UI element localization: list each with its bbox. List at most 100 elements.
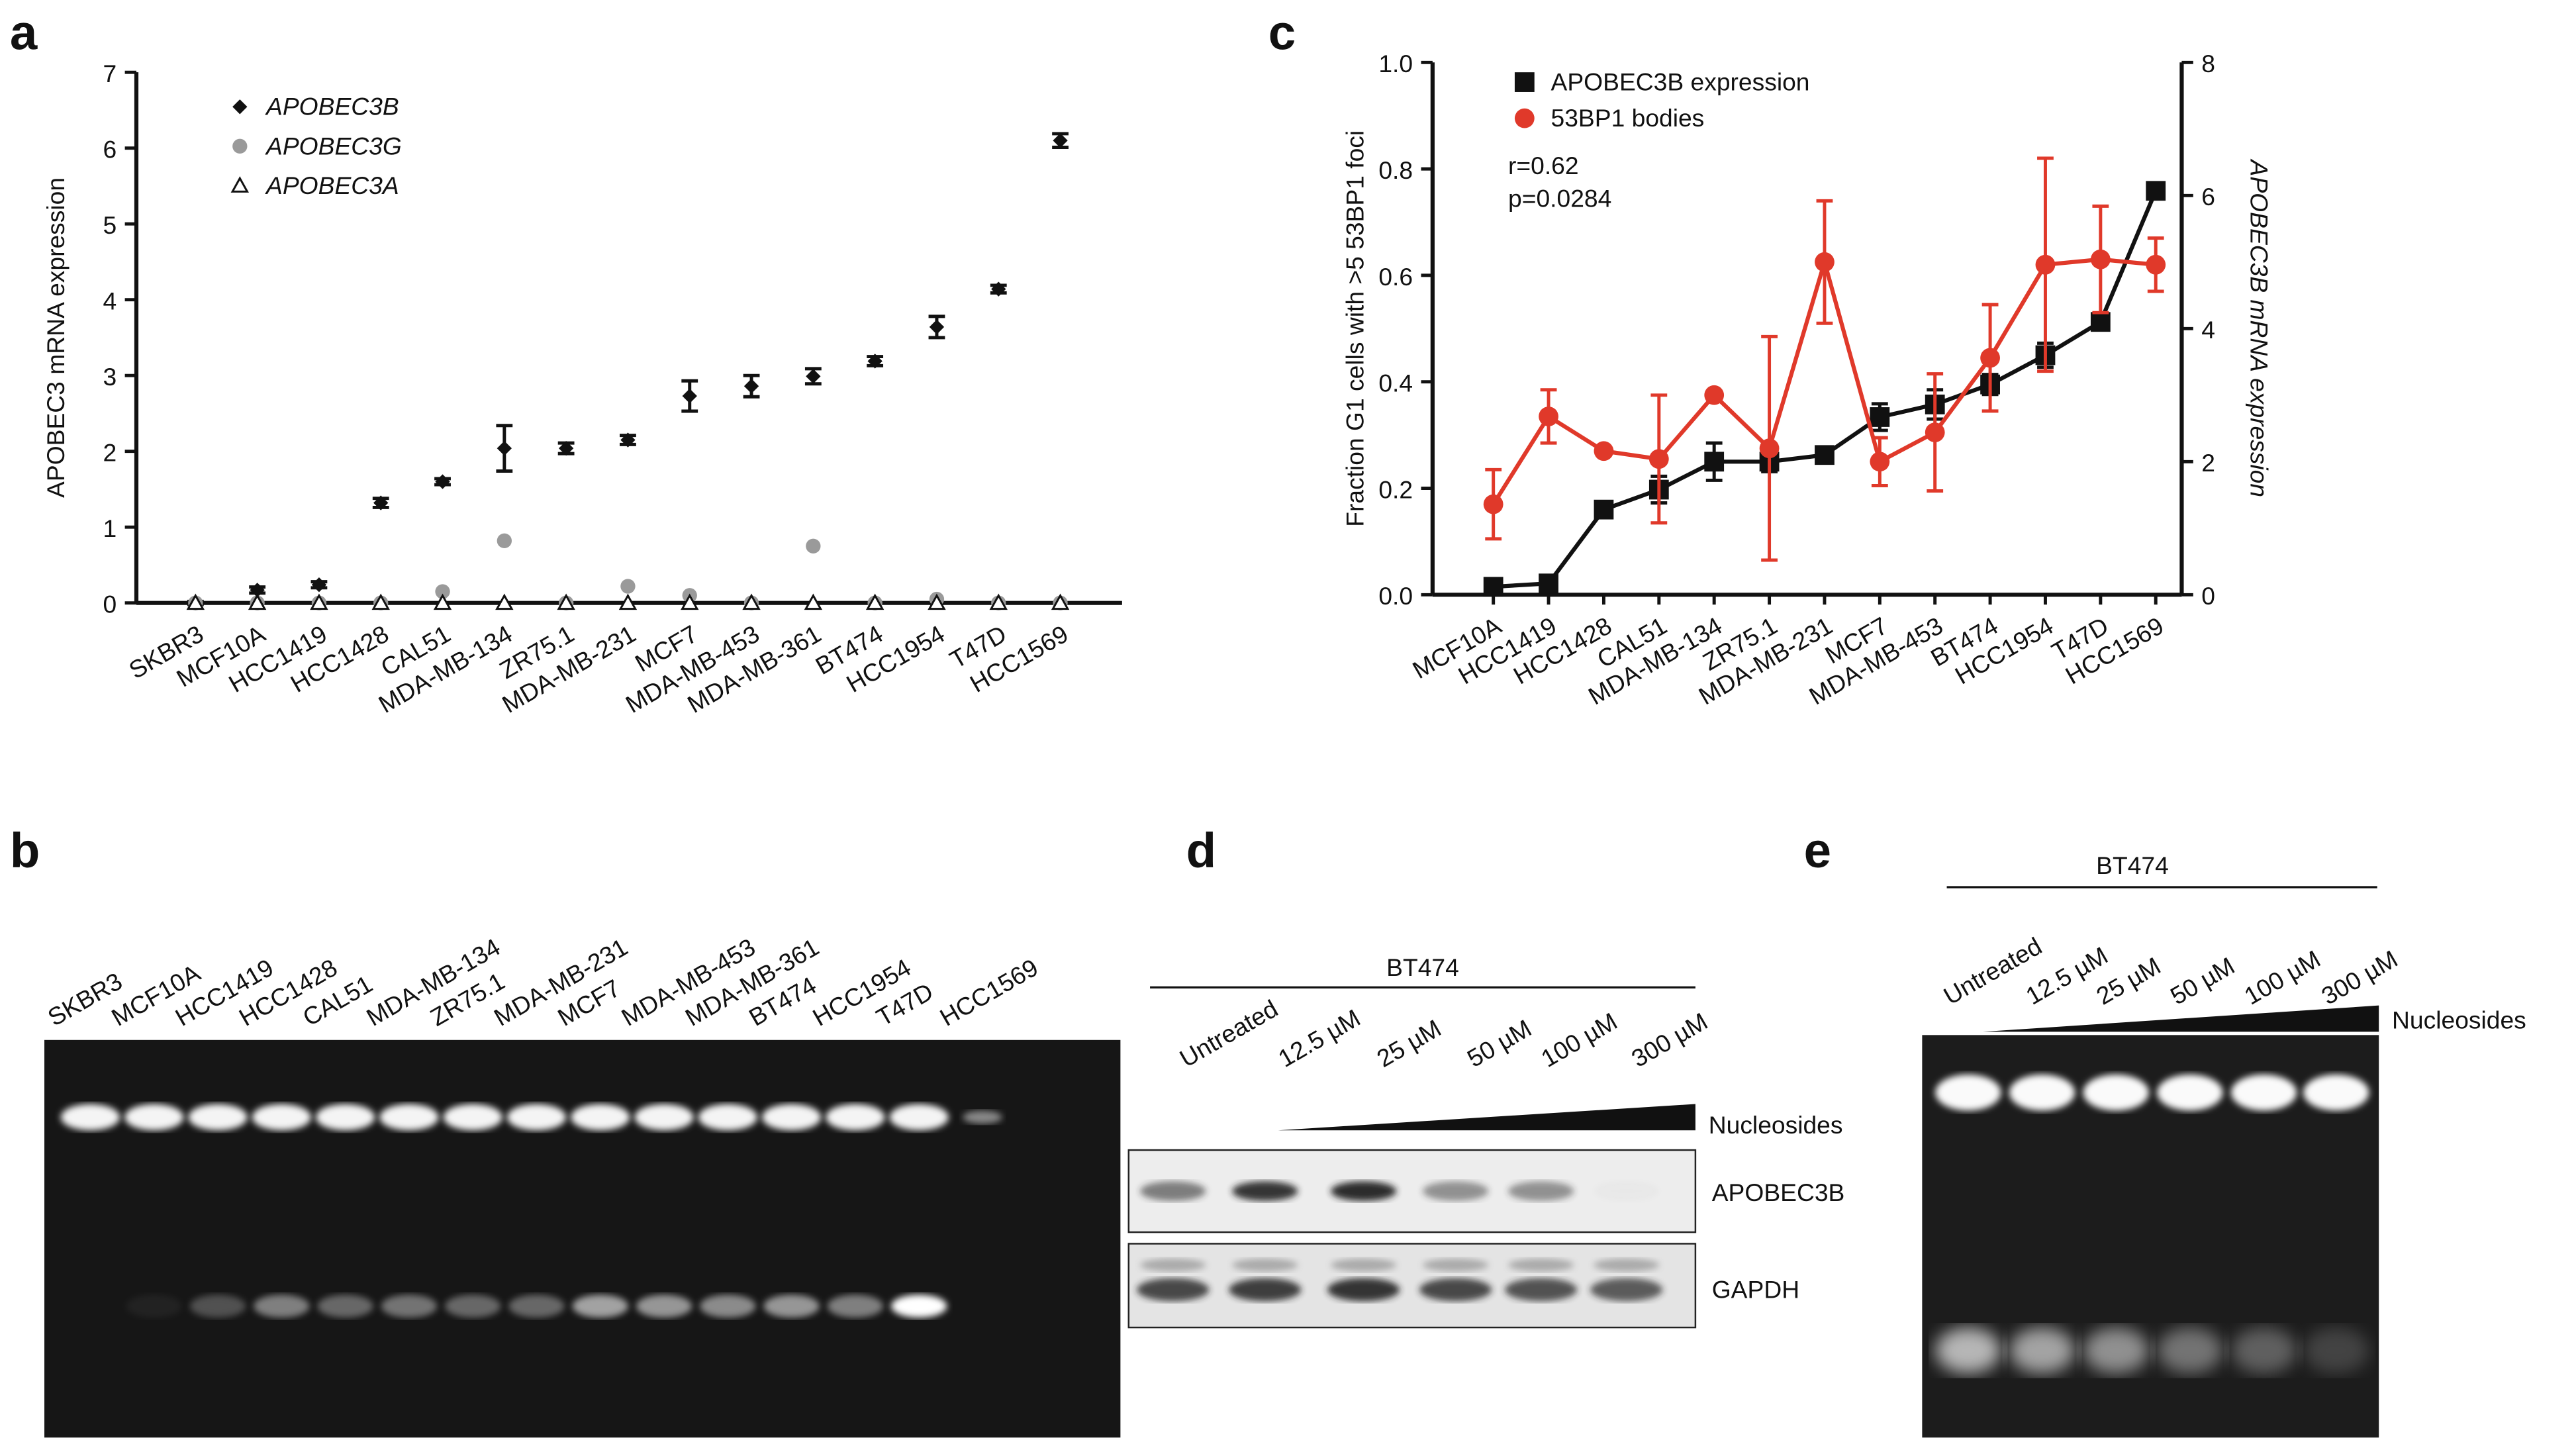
marker <box>186 593 205 610</box>
marker <box>497 533 512 548</box>
lane-label: 300 µM <box>2316 945 2402 1010</box>
marker <box>2090 249 2111 269</box>
band <box>126 1294 182 1318</box>
band <box>1232 1181 1298 1201</box>
band <box>1935 1327 2001 1374</box>
marker <box>1815 445 1835 465</box>
band <box>2303 1327 2369 1374</box>
band <box>315 1104 375 1131</box>
y-tick-label: 4 <box>103 287 117 315</box>
marker <box>928 593 946 610</box>
row-label: GAPDH <box>1712 1275 1799 1303</box>
band <box>252 1104 312 1131</box>
marker <box>1704 385 1725 405</box>
lane-label: 100 µM <box>2240 945 2325 1010</box>
annotation: p=0.0284 <box>1508 185 1611 213</box>
band <box>763 1294 820 1318</box>
legend-label: APOBEC3B <box>265 93 399 120</box>
marker <box>929 319 945 335</box>
lane-label: SKBR3 <box>43 967 127 1031</box>
legend-label: APOBEC3B expression <box>1551 68 1810 95</box>
y-axis-label: Fraction G1 cells with >5 53BP1 foci <box>1341 130 1369 527</box>
marker <box>311 577 327 593</box>
panel-label: e <box>1804 823 1831 878</box>
marker <box>1870 452 1890 472</box>
lane-label: 25 µM <box>1372 1014 1445 1072</box>
gradient-wedge <box>1983 1005 2379 1032</box>
annotation: r=0.62 <box>1508 152 1579 179</box>
panel-label: b <box>10 823 40 878</box>
band <box>826 1104 885 1131</box>
band <box>379 1104 439 1131</box>
band <box>1327 1278 1400 1302</box>
legend-label: 53BP1 bodies <box>1551 104 1705 132</box>
blot-header: BT474 <box>1386 953 1459 981</box>
band <box>2157 1327 2223 1374</box>
band <box>1508 1258 1574 1272</box>
band <box>700 1294 756 1318</box>
marker <box>1925 422 1945 442</box>
marker <box>1051 593 1070 610</box>
band <box>890 1294 947 1318</box>
band <box>60 1104 120 1131</box>
marker <box>806 538 821 553</box>
gradient-label: Nucleosides <box>2392 1006 2526 1033</box>
band <box>2230 1327 2297 1374</box>
gel-bands <box>1935 1074 2369 1374</box>
marker <box>497 440 512 456</box>
y2-tick-label: 0 <box>2201 582 2215 610</box>
y-tick-label: 7 <box>103 60 117 87</box>
lane-label: HCC1569 <box>935 953 1043 1032</box>
marker <box>1483 577 1503 597</box>
band <box>2157 1074 2223 1111</box>
y2-tick-label: 2 <box>2201 449 2215 477</box>
band <box>445 1294 501 1318</box>
y-tick-label: 0.0 <box>1378 582 1413 610</box>
lane-label: 50 µM <box>1462 1014 1536 1072</box>
band <box>889 1104 949 1131</box>
marker <box>989 593 1008 610</box>
marker <box>558 440 574 456</box>
marker <box>1539 407 1558 426</box>
gel-image <box>44 1039 1121 1438</box>
marker <box>620 432 636 448</box>
band <box>189 1294 246 1318</box>
marker <box>495 593 514 610</box>
marker <box>1539 573 1558 594</box>
y2-tick-label: 6 <box>2201 183 2215 211</box>
panel-label: a <box>10 5 38 60</box>
marker <box>433 593 452 610</box>
gradient-label: Nucleosides <box>1709 1111 1843 1139</box>
band <box>1422 1258 1489 1272</box>
band <box>571 1104 630 1131</box>
marker <box>1980 348 2000 368</box>
legend-label: APOBEC3G <box>265 132 402 160</box>
marker <box>2146 181 2166 201</box>
band <box>1331 1181 1397 1201</box>
band <box>963 1110 1002 1124</box>
marker <box>618 593 638 610</box>
band <box>1422 1181 1489 1201</box>
marker <box>230 176 250 193</box>
band <box>2303 1074 2369 1111</box>
marker <box>232 138 248 154</box>
gradient-wedge <box>1278 1104 1695 1131</box>
band <box>636 1294 692 1318</box>
marker <box>743 379 759 394</box>
y-tick-label: 2 <box>103 439 117 467</box>
band <box>1140 1258 1206 1272</box>
marker <box>310 593 328 610</box>
y-tick-label: 3 <box>103 363 117 391</box>
marker <box>2035 254 2056 275</box>
marker <box>1053 133 1068 148</box>
marker <box>1483 494 1503 514</box>
band <box>188 1104 248 1131</box>
legend-label: APOBEC3A <box>265 171 399 199</box>
band <box>698 1104 757 1131</box>
band <box>1229 1278 1302 1302</box>
marker <box>865 593 884 610</box>
blot-image <box>1127 1149 1697 1233</box>
lane-label: 50 µM <box>2166 951 2239 1010</box>
marker <box>2146 254 2166 275</box>
band <box>2083 1074 2149 1111</box>
